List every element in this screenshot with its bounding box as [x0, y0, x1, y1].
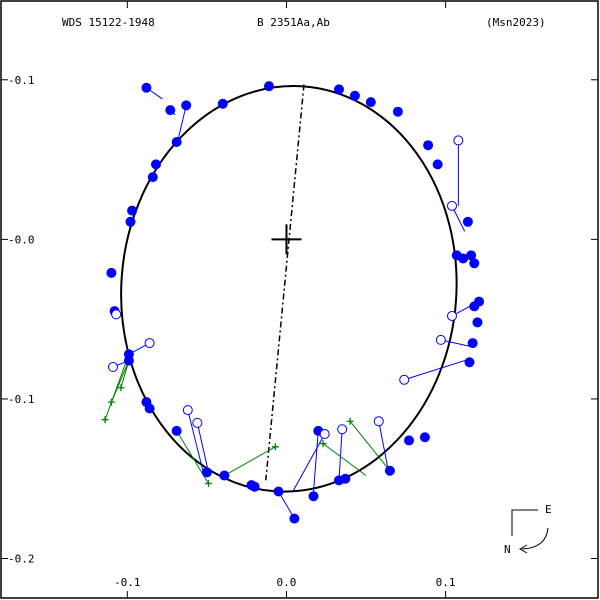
- line-of-nodes: [265, 84, 305, 481]
- filled-circle-point: [333, 84, 344, 95]
- filled-circle-point: [462, 216, 473, 227]
- open-circle-point: [373, 416, 384, 427]
- filled-circle-point: [147, 172, 158, 183]
- compass-east-arm: [511, 509, 538, 536]
- x-tick-label: -0.1: [114, 576, 141, 589]
- residual-line: [338, 429, 343, 481]
- filled-circle-point: [458, 253, 469, 264]
- filled-circle-point: [365, 97, 376, 108]
- cross-point: [346, 417, 354, 425]
- y-tick-label: -0.0: [8, 233, 35, 246]
- residual-line: [187, 409, 205, 475]
- filled-circle-point: [127, 205, 138, 216]
- filled-circle-point: [219, 470, 230, 481]
- filled-circle-point: [404, 435, 415, 446]
- compass-arrow-head: [518, 544, 528, 554]
- header-right: (Msn2023): [486, 16, 546, 29]
- y-tick-label: -0.1: [8, 74, 35, 87]
- residual-line: [224, 446, 276, 476]
- filled-circle-point: [466, 250, 477, 261]
- filled-circle-point: [263, 81, 274, 92]
- filled-circle-point: [141, 82, 152, 93]
- residual-line: [322, 443, 367, 476]
- x-tick-label: 0.1: [436, 576, 456, 589]
- header-center: B 2351Aa,Ab: [257, 16, 330, 29]
- filled-circle-point: [340, 473, 351, 484]
- residual-line: [349, 420, 391, 472]
- open-circle-point: [446, 200, 457, 211]
- open-circle-point: [435, 334, 446, 345]
- filled-circle-point: [419, 432, 430, 443]
- open-circle-point: [399, 374, 410, 385]
- filled-circle-point: [165, 105, 176, 116]
- filled-circle-point: [273, 486, 284, 497]
- orbit-layer: [120, 84, 458, 493]
- filled-circle-point: [432, 159, 443, 170]
- filled-circle-point: [106, 267, 117, 278]
- filled-circle-point: [464, 357, 475, 368]
- filled-circle-point: [349, 90, 360, 101]
- cross-point: [117, 384, 125, 392]
- open-circle-point: [319, 429, 330, 440]
- cross-point: [107, 398, 115, 406]
- residual-line: [177, 105, 187, 139]
- filled-circle-point: [171, 137, 182, 148]
- filled-circle-point: [150, 159, 161, 170]
- open-circle-point: [446, 310, 457, 321]
- cross-point: [204, 480, 212, 488]
- x-tick-label: 0.0: [277, 576, 297, 589]
- residual-line: [404, 358, 470, 381]
- open-circle-point: [192, 417, 203, 428]
- filled-circle-point: [125, 216, 136, 227]
- y-tick-label: -0.1: [8, 393, 35, 406]
- filled-circle-point: [249, 481, 260, 492]
- compass-east-label: E: [545, 503, 552, 516]
- compass-arrow-arc: [521, 527, 549, 550]
- filled-circle-point: [384, 465, 395, 476]
- residual-line: [378, 421, 389, 471]
- open-circle-point: [337, 424, 348, 435]
- open-circle-point: [182, 405, 193, 416]
- filled-circle-point: [472, 317, 483, 328]
- filled-circle-point: [201, 467, 212, 478]
- y-tick-label: -0.2: [8, 553, 35, 566]
- cross-point: [101, 416, 109, 424]
- filled-circle-point: [469, 258, 480, 269]
- residual-line: [313, 430, 319, 492]
- filled-circle-point: [123, 355, 134, 366]
- residual-layer: [104, 87, 473, 519]
- compass-north-label: N: [504, 543, 511, 556]
- filled-circle-point: [289, 513, 300, 524]
- cross-point: [271, 443, 279, 451]
- filled-circle-point: [423, 140, 434, 151]
- filled-circle-point: [217, 98, 228, 109]
- header-left: WDS 15122-1948: [62, 16, 155, 29]
- filled-circle-point: [469, 301, 480, 312]
- open-circle-point: [107, 362, 118, 373]
- filled-circle-point: [181, 100, 192, 111]
- open-circle-point: [111, 309, 122, 320]
- filled-circle-point: [144, 403, 155, 414]
- filled-circle-point: [392, 106, 403, 117]
- residual-line: [196, 422, 209, 473]
- cross-point: [319, 440, 327, 448]
- marker-layer: [101, 81, 485, 524]
- residual-line: [104, 354, 130, 420]
- open-circle-point: [453, 135, 464, 146]
- residual-line: [278, 491, 295, 519]
- orbit-ellipse: [120, 85, 458, 493]
- compass: E N: [504, 503, 552, 556]
- open-circle-point: [144, 338, 155, 349]
- filled-circle-point: [308, 491, 319, 502]
- filled-circle-point: [467, 338, 478, 349]
- residual-line: [292, 433, 326, 492]
- filled-circle-point: [171, 425, 182, 436]
